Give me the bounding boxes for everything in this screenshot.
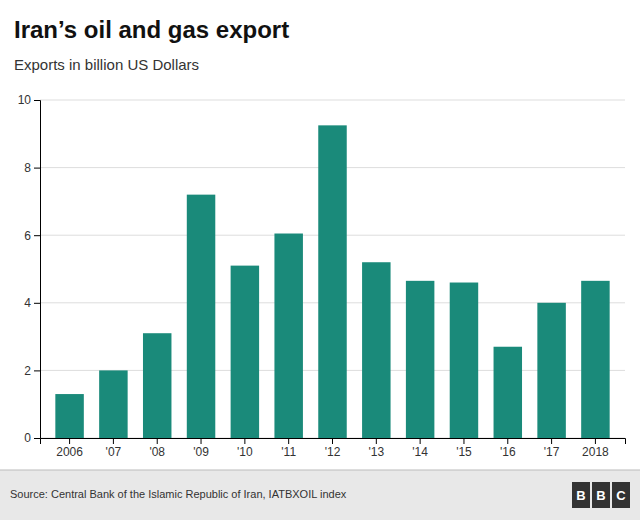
footer-background — [0, 470, 640, 520]
tick: '07 — [106, 438, 122, 459]
bar — [187, 195, 215, 438]
tick: 2 — [24, 364, 40, 378]
logo-box — [592, 482, 610, 508]
tick-label: 8 — [24, 161, 31, 175]
tick: 10 — [18, 93, 40, 107]
bar — [494, 347, 522, 438]
tick: '10 — [237, 438, 253, 459]
tick: '14 — [412, 438, 428, 459]
tick: '09 — [193, 438, 209, 459]
tick-mark — [34, 303, 40, 304]
logo-box — [572, 482, 590, 508]
title: Iran’s oil and gas export — [14, 16, 289, 43]
tick-label: '16 — [500, 445, 516, 459]
y-axis: 0 2 4 6 8 10 — [18, 93, 41, 445]
tick-label: 10 — [18, 93, 32, 107]
tick-label: '08 — [149, 445, 165, 459]
tick-mark — [34, 100, 40, 101]
source: Source: Central Bank of the Islamic Repu… — [10, 488, 347, 500]
tick-mark — [34, 168, 40, 169]
bar — [537, 303, 565, 438]
bar — [99, 370, 127, 438]
tick-label: '09 — [193, 445, 209, 459]
tick: '08 — [149, 438, 165, 459]
tick-mark — [595, 438, 596, 444]
bar — [55, 394, 83, 438]
tick: '16 — [500, 438, 516, 459]
bar — [143, 333, 171, 438]
tick-label: '12 — [325, 445, 341, 459]
tick: 2018 — [582, 438, 609, 459]
chart: Iran’s oil and gas export Exports in bill… — [0, 0, 640, 520]
tick: 4 — [24, 296, 40, 310]
axis-line — [34, 101, 41, 439]
tick-mark — [34, 438, 40, 439]
tick: 6 — [24, 229, 40, 243]
tick-label: 4 — [24, 296, 31, 310]
tick-mark — [113, 438, 114, 444]
tick-mark — [244, 438, 245, 444]
grid — [40, 100, 625, 438]
bar — [231, 266, 259, 438]
bar — [274, 234, 302, 438]
tick-mark — [201, 438, 202, 444]
bar — [406, 281, 434, 438]
subtitle: Exports in billion US Dollars — [14, 56, 199, 73]
tick-mark — [507, 438, 508, 444]
tick-label: 0 — [24, 431, 31, 445]
tick-mark — [288, 438, 289, 444]
axis-line — [41, 439, 626, 445]
grid-line — [40, 100, 625, 101]
tick-label: 6 — [24, 229, 31, 243]
tick-label: '13 — [368, 445, 384, 459]
logo-box — [612, 482, 630, 508]
tick-mark — [376, 438, 377, 444]
bar — [581, 281, 609, 438]
tick: '15 — [456, 438, 472, 459]
plot: 0 2 4 6 8 10 2006 '07 '08 '09 '10 '11 '12 '13 '14 '15 '1… — [18, 93, 626, 458]
tick: 2006 — [56, 438, 83, 459]
tick-label: '15 — [456, 445, 472, 459]
tick-label: 2006 — [56, 445, 83, 459]
bar — [318, 125, 346, 438]
x-axis: 2006 '07 '08 '09 '10 '11 '12 '13 '14 '15 '16 '17 201… — [41, 438, 626, 459]
tick-label: '11 — [281, 445, 296, 459]
tick-label: 2018 — [582, 445, 609, 459]
tick-mark — [463, 438, 464, 444]
tick-label: '07 — [106, 445, 122, 459]
bar — [362, 262, 390, 438]
logo: BBC — [572, 482, 630, 508]
tick-label: '17 — [544, 445, 560, 459]
logo-text: BBC — [576, 488, 626, 503]
tick-mark — [551, 438, 552, 444]
tick-mark — [69, 438, 70, 444]
tick: '12 — [325, 438, 341, 459]
tick: 0 — [24, 431, 40, 445]
tick: '13 — [368, 438, 384, 459]
bar — [450, 283, 478, 438]
footer-rule — [0, 470, 640, 471]
tick-label: '10 — [237, 445, 253, 459]
tick-mark — [34, 370, 40, 371]
tick-mark — [34, 235, 40, 236]
tick: 8 — [24, 161, 40, 175]
tick-label: 2 — [24, 364, 31, 378]
tick-label: '14 — [412, 445, 428, 459]
bars — [55, 125, 609, 438]
tick-mark — [157, 438, 158, 444]
tick: '11 — [281, 438, 296, 459]
tick: '17 — [544, 438, 560, 459]
tick-mark — [420, 438, 421, 444]
tick-mark — [332, 438, 333, 444]
